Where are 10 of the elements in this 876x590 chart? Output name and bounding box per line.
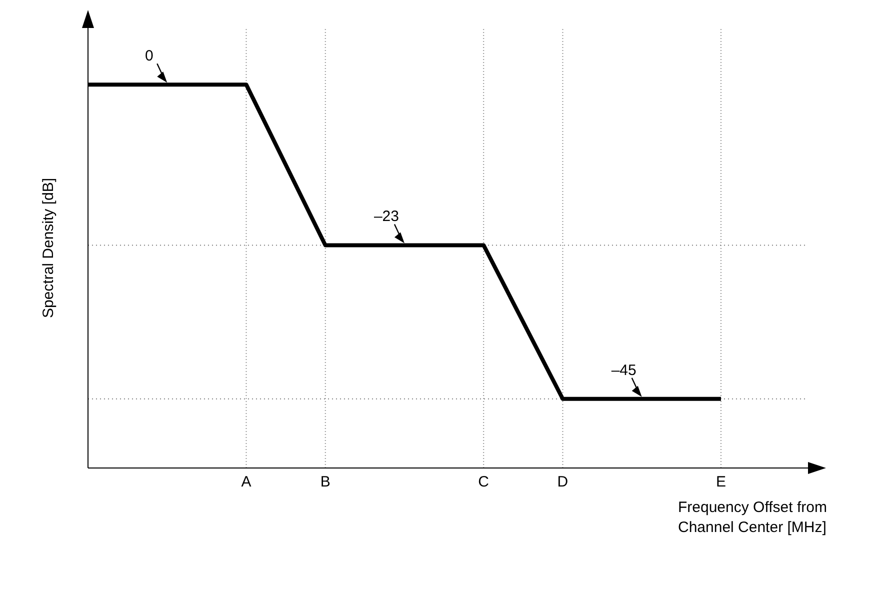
x-tick-label: B xyxy=(320,474,330,491)
data-label: –45 xyxy=(611,362,636,379)
x-tick-label: C xyxy=(478,474,490,491)
x-tick-label: D xyxy=(557,474,568,491)
x-tick-label: A xyxy=(241,474,252,491)
data-label: 0 xyxy=(144,48,154,65)
x-axis-title: Frequency Offset from Channel Center [MHz] xyxy=(678,498,828,538)
x-tick-label: E xyxy=(716,474,726,491)
y-axis-title: Spectral Density [dB] xyxy=(40,178,57,318)
data-label: –23 xyxy=(374,208,399,226)
